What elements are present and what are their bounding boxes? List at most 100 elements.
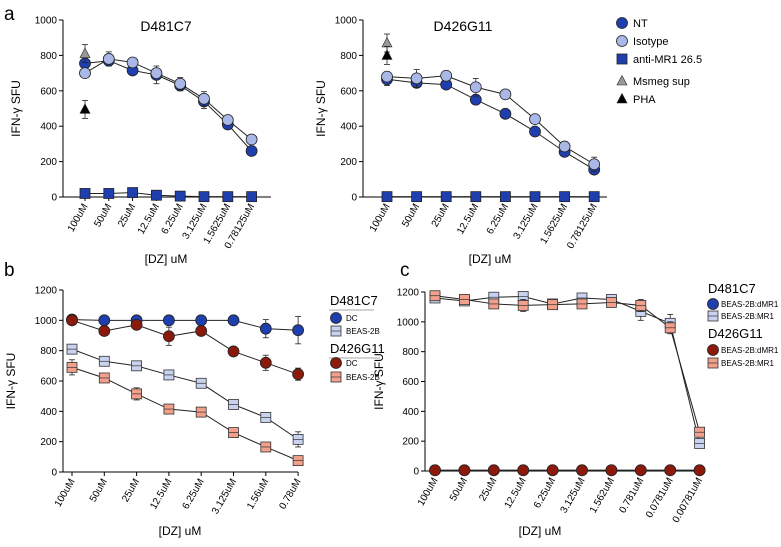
x-axis-label: [DZ] uM: [145, 252, 188, 266]
y-tick-label: 0: [51, 193, 57, 204]
legend-marker: [616, 35, 628, 47]
series-beas-2b: [66, 343, 304, 448]
data-point: [195, 314, 208, 327]
x-tick-label: 0.00781uM: [671, 476, 706, 525]
y-tick-label: 1000: [35, 316, 58, 327]
x-tick-label: 0.0781uM: [644, 476, 676, 520]
series-isotype: [381, 69, 601, 172]
data-point: [529, 125, 541, 138]
data-point: [517, 464, 530, 477]
y-axis-label: IFN-γ SFU: [4, 353, 18, 410]
data-point: [227, 345, 240, 358]
x-tick-label: 1.56uM: [245, 477, 271, 511]
x-tick-label: 12.5uM: [148, 477, 174, 511]
x-tick-label: 100uM: [416, 476, 441, 508]
legend-c: D481C7 BEAS-2B:dMR1 BEAS-2B:MR1 D426G11 BEAS…: [707, 281, 779, 369]
y-tick-label: 0: [51, 468, 57, 479]
x-tick-label: 12.5uM: [136, 202, 162, 236]
data-point: [102, 53, 115, 65]
y-tick-label: 800: [40, 346, 57, 357]
data-point: [162, 330, 175, 343]
legend-marker: [707, 344, 719, 356]
series-isotype: [79, 51, 258, 146]
y-tick-label: 200: [40, 157, 57, 168]
legend-label: BEAS-2B:dMR1: [721, 346, 779, 355]
legend-marker: [616, 74, 628, 86]
data-point: [440, 191, 452, 203]
control-point-msmeg-sup: [79, 47, 91, 58]
x-tick-label: 3.125uM: [559, 476, 588, 515]
x-tick-label: 50uM: [88, 477, 110, 504]
y-tick-label: 600: [40, 377, 57, 388]
x-tick-label: 25uM: [120, 477, 142, 504]
legend-label: Isotype: [633, 36, 668, 48]
y-tick-label: 1200: [397, 288, 420, 299]
x-axis-label: [DZ] uM: [469, 252, 512, 266]
legend-group-title: D426G11: [708, 326, 763, 341]
y-tick-label: 200: [340, 157, 357, 168]
data-point: [66, 314, 78, 327]
x-tick-label: 100uM: [53, 477, 78, 509]
data-point: [259, 322, 272, 335]
data-point: [529, 113, 541, 126]
y-tick-label: 0: [351, 193, 357, 204]
panel-label: a: [4, 4, 15, 25]
control-point-pha: [381, 49, 393, 60]
series-line: [434, 295, 701, 433]
legend-label: DC: [346, 359, 358, 368]
series-beas-2b-mr1: [429, 291, 705, 449]
legend-label: DC: [346, 314, 358, 323]
legend-label: BEAS-2B:MR1: [721, 359, 774, 368]
y-tick-label: 1000: [35, 16, 58, 27]
panel-label: b: [4, 260, 15, 281]
y-tick-label: 1200: [35, 286, 58, 297]
x-tick-label: 50uM: [92, 202, 114, 229]
legend-marker: [330, 312, 342, 324]
y-tick-label: 600: [40, 86, 57, 97]
data-point: [529, 191, 541, 203]
series-nt: [381, 72, 601, 176]
data-point: [150, 189, 162, 201]
data-point: [469, 81, 482, 94]
data-point: [499, 88, 512, 101]
series-beas-2b-mr1: [429, 290, 705, 438]
data-point: [98, 325, 111, 337]
data-point: [292, 324, 305, 337]
series-beas-2b-dmr1: [429, 464, 706, 477]
y-tick-label: 600: [402, 377, 419, 388]
data-point: [245, 133, 258, 146]
legend-marker: [707, 298, 719, 310]
data-point: [664, 464, 677, 477]
data-point: [499, 191, 511, 203]
series-line: [434, 295, 701, 444]
data-point: [588, 191, 600, 203]
data-point: [381, 191, 393, 203]
legend-marker: [616, 92, 628, 104]
data-point: [246, 191, 258, 203]
data-point: [130, 318, 143, 331]
y-tick-label: 800: [402, 347, 419, 358]
data-point: [98, 314, 111, 327]
x-tick-label: 50uM: [400, 202, 422, 229]
x-tick-label: 0.78125uM: [565, 202, 600, 251]
series-anti-mr1-26-5: [381, 191, 600, 203]
legend-b: D481C7 DC BEAS-2B D426G11 DC BEAS-2B: [329, 293, 385, 383]
data-point: [174, 190, 186, 202]
legend-label: BEAS-2B:dMR1: [721, 300, 779, 309]
data-point: [458, 464, 471, 477]
control-point-msmeg-sup: [381, 36, 393, 48]
data-point: [221, 114, 234, 126]
y-axis-label: IFN-γ SFU: [9, 80, 23, 137]
x-tick-label: 50uM: [448, 476, 470, 503]
data-point: [222, 191, 234, 203]
legend-a: NT Isotype anti-MR1 26.5 Msmeg sup PHA: [616, 17, 702, 106]
data-point: [227, 314, 240, 327]
x-tick-label: 1.562uM: [588, 476, 617, 515]
legend-group-title: D481C7: [330, 293, 378, 308]
series-dc: [66, 314, 305, 381]
data-point: [79, 188, 91, 199]
data-point: [103, 188, 115, 199]
y-tick-label: 0: [413, 467, 419, 478]
data-point: [126, 56, 139, 69]
